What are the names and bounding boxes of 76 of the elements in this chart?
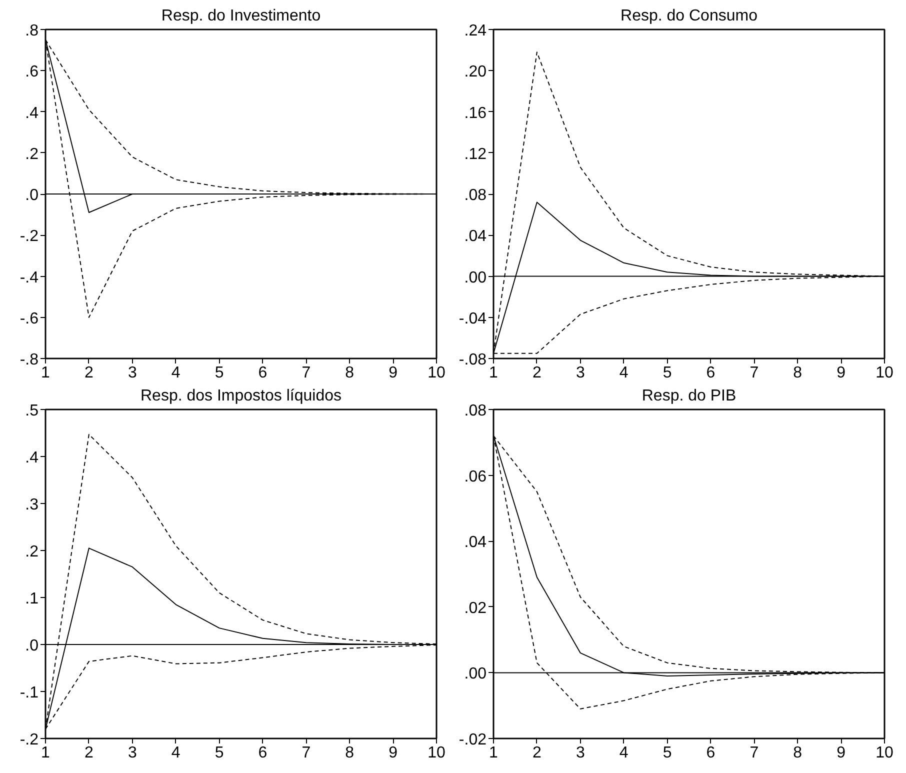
y-tick-label: .6 (25, 64, 39, 81)
y-tick-label: .02 (464, 600, 487, 617)
x-tick-label: 2 (532, 364, 542, 382)
x-tick-label: 8 (793, 364, 802, 382)
y-tick-label: .08 (464, 187, 487, 204)
y-tick-label: .12 (464, 146, 487, 163)
y-tick-label: .5 (25, 402, 39, 420)
y-tick-label: -.6 (20, 310, 39, 328)
x-tick-label: 10 (876, 744, 894, 762)
y-tick-label: .08 (464, 402, 487, 420)
x-tick-label: 1 (489, 744, 498, 762)
y-tick-label: -.2 (20, 228, 39, 246)
x-tick-label: 6 (706, 364, 716, 382)
x-tick-label: 8 (793, 744, 802, 762)
y-tick-label: .00 (464, 666, 487, 683)
y-tick-label: .24 (464, 22, 487, 40)
x-tick-label: 7 (750, 744, 759, 762)
chart-title: Resp. do PIB (642, 388, 736, 404)
y-tick-label: -.4 (20, 269, 39, 286)
x-tick-label: 3 (128, 744, 137, 762)
y-tick-label: .06 (464, 468, 487, 486)
x-tick-label: 2 (532, 744, 542, 762)
x-tick-label: 4 (619, 364, 628, 382)
x-tick-label: 4 (171, 364, 180, 382)
y-tick-label: -.02 (458, 732, 487, 748)
y-tick-label: .4 (25, 450, 39, 466)
x-tick-label: 4 (171, 744, 180, 762)
x-tick-label: 2 (84, 364, 94, 382)
y-tick-label: .20 (464, 64, 487, 81)
chart-title: Resp. do Investimento (161, 8, 321, 24)
x-tick-label: 3 (576, 364, 585, 382)
chart-title: Resp. dos Impostos líquidos (140, 388, 342, 404)
x-tick-label: 5 (214, 364, 224, 382)
y-tick-label: .16 (464, 104, 487, 122)
x-tick-label: 4 (619, 744, 628, 762)
x-tick-label: 7 (302, 744, 311, 762)
y-tick-label: -.1 (20, 684, 39, 702)
x-tick-label: 10 (876, 364, 894, 382)
y-tick-label: .2 (25, 544, 39, 560)
y-tick-label: .04 (464, 228, 487, 246)
x-tick-label: 3 (576, 744, 585, 762)
x-tick-label: 1 (489, 364, 498, 382)
x-tick-label: 10 (428, 364, 446, 382)
x-tick-label: 8 (345, 744, 354, 762)
x-tick-label: 10 (428, 744, 446, 762)
x-tick-label: 9 (388, 744, 398, 762)
x-tick-label: 5 (662, 744, 672, 762)
x-tick-label: 1 (41, 364, 50, 382)
y-tick-label: .3 (25, 496, 39, 514)
x-tick-label: 7 (750, 364, 759, 382)
x-tick-label: 5 (214, 744, 224, 762)
x-tick-label: 2 (84, 744, 94, 762)
y-tick-label: .00 (464, 269, 487, 286)
y-tick-label: .0 (25, 187, 39, 204)
x-tick-label: 9 (388, 364, 398, 382)
y-tick-label: -.8 (20, 352, 39, 368)
chart-title: Resp. do Consumo (620, 8, 758, 24)
x-tick-label: 6 (706, 744, 716, 762)
x-tick-label: 6 (258, 364, 268, 382)
x-tick-label: 1 (41, 744, 50, 762)
y-tick-label: -.08 (458, 352, 487, 368)
y-tick-label: .2 (25, 146, 39, 163)
x-tick-label: 7 (302, 364, 311, 382)
y-tick-label: .0 (25, 638, 39, 654)
y-tick-label: -.2 (20, 732, 39, 748)
x-tick-label: 3 (128, 364, 137, 382)
y-tick-label: .4 (25, 104, 39, 122)
y-tick-label: -.04 (458, 310, 487, 328)
y-tick-label: .04 (464, 534, 487, 552)
y-tick-label: .1 (25, 590, 39, 608)
x-tick-label: 5 (662, 364, 672, 382)
y-tick-label: .8 (25, 22, 39, 40)
x-tick-label: 9 (836, 744, 846, 762)
x-tick-label: 8 (345, 364, 354, 382)
x-tick-label: 9 (836, 364, 846, 382)
x-tick-label: 6 (258, 744, 268, 762)
